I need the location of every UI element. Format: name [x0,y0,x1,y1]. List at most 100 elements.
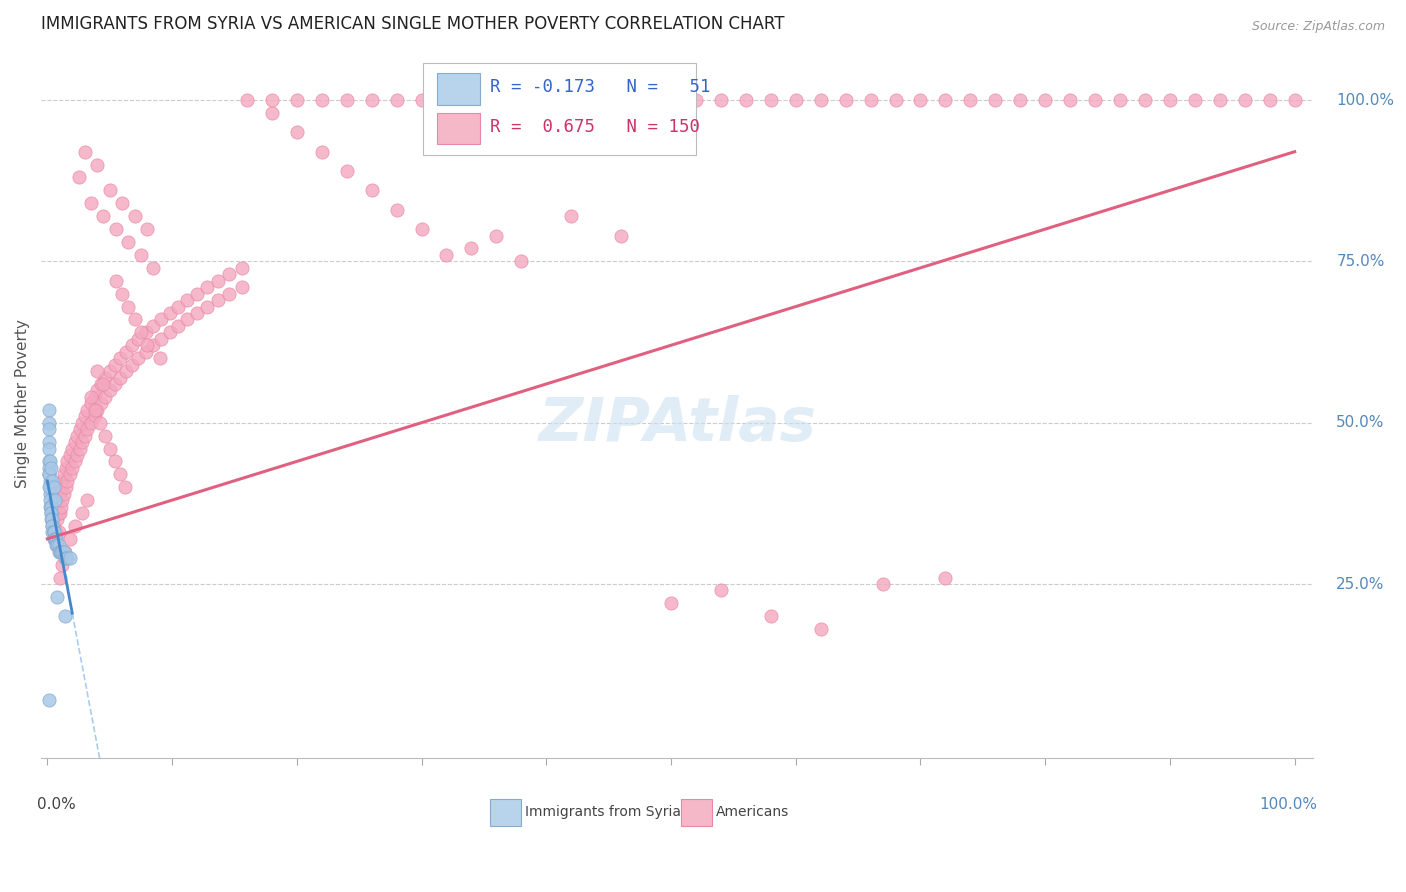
Point [38,467,60,482]
Point [59,551,82,566]
Point [659,93,682,107]
Text: Source: ZipAtlas.com: Source: ZipAtlas.com [1251,20,1385,33]
Point [86,384,108,398]
Point [411,222,433,236]
Text: 100.0%: 100.0% [1260,797,1317,813]
Point [76,402,98,417]
Point [159,306,181,320]
Point [127,332,149,346]
Point [135,344,157,359]
Point [49,545,72,559]
Point [83,409,105,424]
Point [176,293,198,307]
Point [360,183,382,197]
Point [56,474,79,488]
Point [44,506,66,520]
Point [39,500,62,514]
Point [108,467,131,482]
FancyBboxPatch shape [437,113,479,145]
Point [142,260,165,275]
Point [86,402,108,417]
Point [38,435,60,450]
Point [934,93,956,107]
Point [260,93,283,107]
Point [90,376,112,391]
Point [45,532,67,546]
Point [411,93,433,107]
Point [108,370,131,384]
Point [710,93,733,107]
Point [52,486,75,500]
Point [76,493,98,508]
Point [231,260,253,275]
Point [111,286,134,301]
Point [39,461,62,475]
Point [734,93,756,107]
Point [236,93,259,107]
Point [636,93,658,107]
Point [48,506,70,520]
Point [48,525,70,540]
Point [872,577,894,591]
Point [66,428,89,442]
Point [167,300,190,314]
Point [93,390,115,404]
Point [136,338,159,352]
FancyBboxPatch shape [437,73,479,104]
Point [51,493,73,508]
Point [53,551,76,566]
Point [311,93,333,107]
Point [42,480,65,494]
Text: ZIPAtlas: ZIPAtlas [538,395,817,454]
Point [436,248,458,262]
Point [39,506,62,520]
Point [38,486,60,500]
Point [49,570,72,584]
Point [38,493,60,508]
Point [55,551,77,566]
Point [1284,93,1306,107]
Point [1033,93,1056,107]
Text: Immigrants from Syria: Immigrants from Syria [524,805,681,819]
Point [336,164,359,178]
Point [610,93,633,107]
Point [55,480,77,494]
Point [285,125,308,139]
Text: R =  0.675   N = 150: R = 0.675 N = 150 [491,119,700,136]
Point [385,93,408,107]
Point [80,416,103,430]
Point [111,196,134,211]
Point [115,364,138,378]
Point [48,545,70,559]
Point [48,538,70,552]
Point [38,454,60,468]
FancyBboxPatch shape [681,798,711,826]
Point [108,351,131,366]
Point [46,493,69,508]
Point [934,570,956,584]
Point [135,326,157,340]
Point [56,454,79,468]
Point [1159,93,1181,107]
Point [186,286,208,301]
Point [124,312,146,326]
Point [38,461,60,475]
Point [1233,93,1256,107]
Point [38,467,60,482]
Point [98,183,121,197]
Point [436,93,458,107]
Point [117,235,139,249]
Point [38,474,60,488]
Point [39,506,62,520]
Point [51,474,73,488]
Point [49,506,72,520]
Point [46,538,69,552]
Point [72,435,94,450]
Point [83,390,105,404]
Point [72,416,94,430]
Text: 25.0%: 25.0% [1336,576,1385,591]
Point [1209,93,1232,107]
Point [167,318,190,333]
Point [63,519,86,533]
Point [159,326,181,340]
